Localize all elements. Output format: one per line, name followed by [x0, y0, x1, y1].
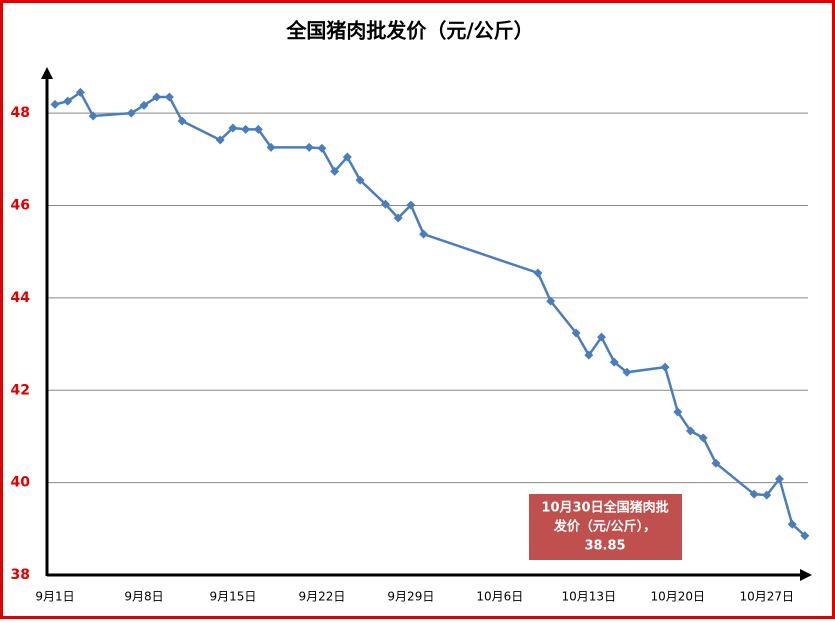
point [75, 87, 85, 97]
y-axis-arrow [41, 67, 53, 79]
x-tick-label: 10月13日 [562, 590, 617, 604]
x-tick-label: 10月20日 [651, 590, 706, 604]
point [533, 268, 543, 278]
annotation: 发价（元/公斤）， [553, 519, 656, 535]
y-tick-label: 44 [11, 290, 31, 306]
point [800, 531, 810, 541]
annotation: 10月30日全国猪肉批 [541, 500, 668, 516]
y-tick-label: 48 [11, 105, 30, 121]
point [317, 143, 327, 153]
point [584, 350, 594, 360]
point [253, 124, 263, 134]
point [330, 166, 340, 176]
point [419, 229, 429, 239]
point [393, 213, 403, 223]
point [152, 92, 162, 102]
point [63, 96, 73, 106]
point [609, 357, 619, 367]
point [380, 199, 390, 209]
point [304, 142, 314, 152]
point [787, 519, 797, 529]
y-tick-label: 40 [11, 475, 31, 491]
point [660, 362, 670, 372]
annotation: 38.85 [584, 539, 625, 554]
point [266, 142, 276, 152]
x-tick-label: 9月22日 [298, 590, 345, 604]
point [342, 152, 352, 162]
x-tick-label: 9月29日 [387, 590, 434, 604]
point [139, 100, 149, 110]
x-tick-label: 10月27日 [739, 590, 794, 604]
y-tick-label: 46 [11, 198, 30, 214]
x-tick-label: 9月8日 [124, 590, 163, 604]
point [749, 489, 759, 499]
point [228, 123, 238, 133]
y-tick-label: 42 [11, 382, 30, 398]
chart-title: 全国猪肉批发价（元/公斤） [285, 19, 533, 43]
point [774, 474, 784, 484]
point [698, 433, 708, 443]
point [622, 367, 632, 377]
x-tick-label: 10月6日 [476, 590, 523, 604]
point [686, 426, 695, 436]
annotation-box [529, 494, 682, 560]
point [241, 124, 251, 134]
y-tick-label: 38 [11, 567, 30, 583]
x-tick-label: 9月1日 [35, 590, 74, 604]
point [177, 116, 187, 126]
point [355, 175, 365, 185]
point [673, 407, 683, 417]
point [126, 108, 136, 118]
x-tick-label: 9月15日 [209, 590, 256, 604]
point [50, 99, 60, 109]
series-line [54, 90, 806, 537]
point [546, 296, 556, 306]
point [597, 332, 607, 342]
point [164, 92, 174, 102]
point [88, 111, 98, 121]
point [215, 135, 225, 145]
point [711, 458, 721, 468]
point [406, 200, 416, 210]
point [762, 490, 772, 500]
x-axis-arrow [800, 569, 812, 581]
point [571, 328, 581, 338]
